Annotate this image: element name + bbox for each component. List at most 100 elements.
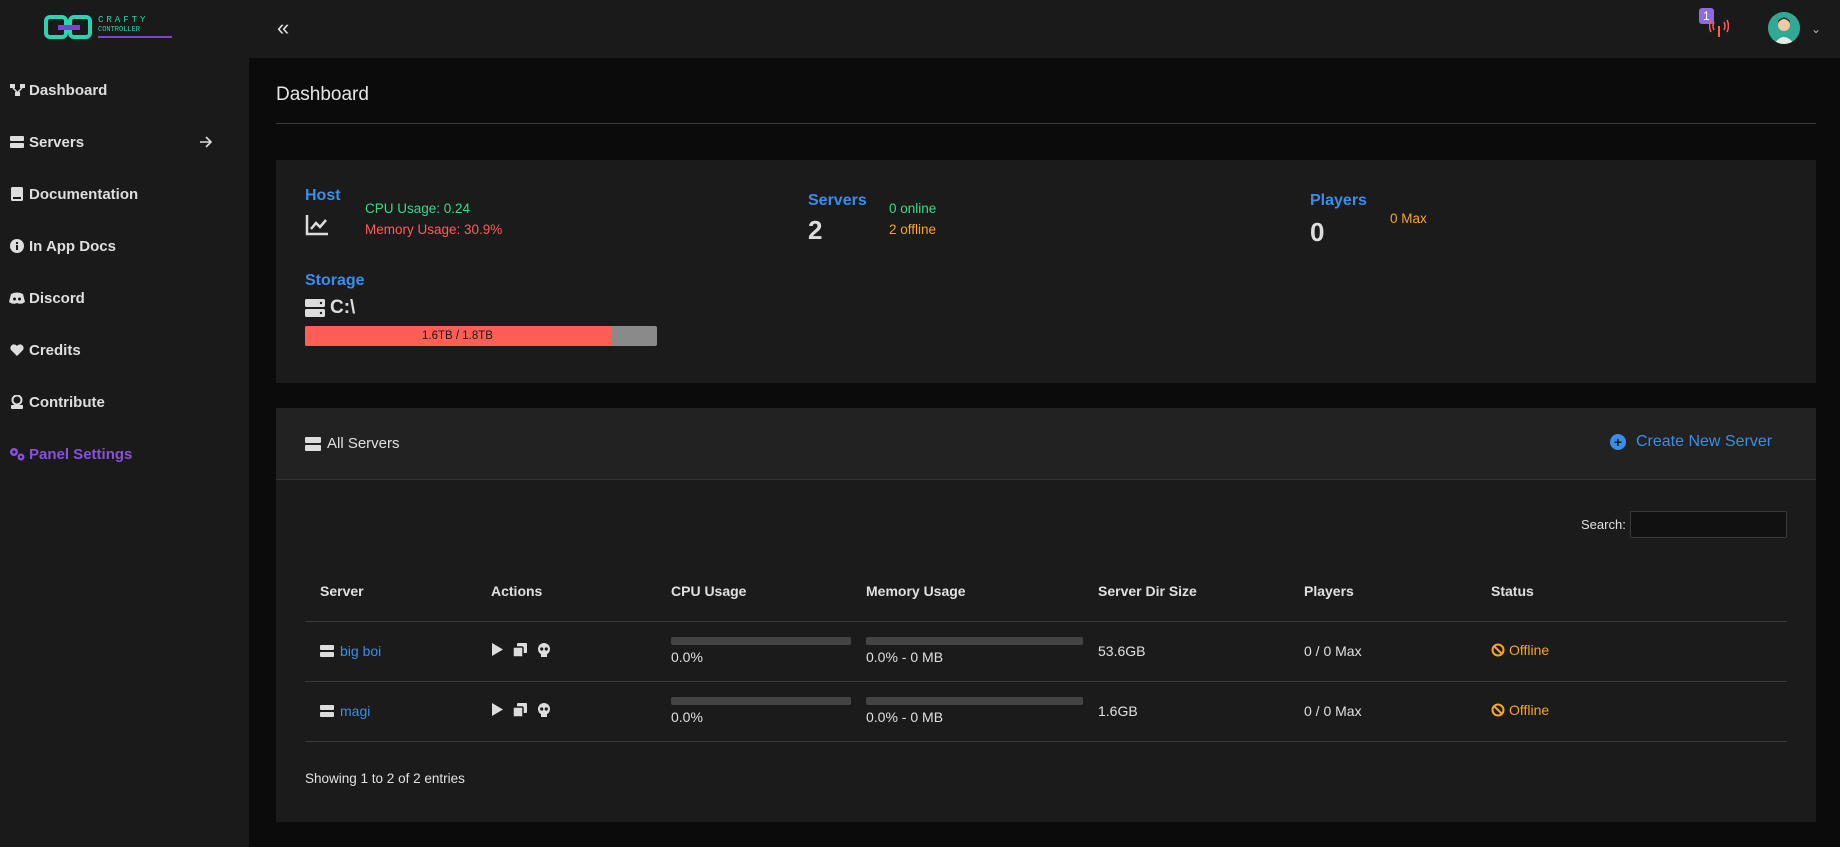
gears-icon — [9, 446, 25, 462]
cpu-usage-value: 0.0% — [671, 649, 703, 665]
discord-icon — [9, 290, 25, 306]
column-header-dir-size[interactable]: Server Dir Size — [1083, 561, 1289, 622]
server-icon — [305, 436, 321, 451]
sidebar-item-dashboard[interactable]: Dashboard — [0, 64, 249, 116]
host-cpu-usage: CPU Usage: 0.24 — [365, 201, 471, 216]
servers-offline: 2 offline — [889, 222, 937, 237]
cpu-usage-value: 0.0% — [671, 709, 703, 725]
table-row: magi 0.0% 0.0% - 0 MB — [305, 681, 1787, 742]
column-header-actions[interactable]: Actions — [476, 561, 656, 622]
sidebar-item-label: Servers — [29, 133, 85, 151]
sidebar-item-label: Documentation — [29, 185, 139, 203]
collapse-sidebar-button[interactable]: « — [277, 15, 290, 40]
dir-size-value: 1.6GB — [1083, 681, 1289, 742]
sidebar-item-label: Contribute — [29, 393, 105, 411]
clone-icon[interactable] — [513, 642, 527, 657]
memory-usage-value: 0.0% - 0 MB — [866, 649, 944, 665]
topbar: « 1 ⌄ — [249, 0, 1840, 58]
storage-title: Storage — [305, 272, 365, 289]
storage-usage-label: 1.6TB / 1.8TB — [422, 330, 493, 342]
user-avatar-icon — [1768, 12, 1800, 44]
sidebar: CRAFTY CONTROLLER Dashboard Servers Docu… — [0, 0, 249, 847]
chart-line-icon — [305, 215, 328, 236]
sidebar-item-label: Credits — [29, 341, 81, 359]
all-servers-title: All Servers — [327, 435, 400, 452]
storage-drive: C:\ — [330, 297, 356, 318]
search-input[interactable] — [1630, 511, 1787, 538]
status-text: Offline — [1509, 642, 1550, 658]
column-header-cpu[interactable]: CPU Usage — [656, 561, 851, 622]
crafty-logo-mark — [44, 15, 92, 39]
logo-underline — [98, 36, 172, 38]
contribute-icon — [9, 394, 25, 410]
page-title: Dashboard — [276, 84, 369, 105]
all-servers-card: All Servers + Create New Server Search: … — [276, 408, 1816, 822]
column-header-server[interactable]: Server — [305, 561, 476, 622]
servers-table: Server Actions CPU Usage Memory Usage Se… — [305, 561, 1787, 742]
column-header-memory[interactable]: Memory Usage — [851, 561, 1083, 622]
host-title: Host — [305, 187, 341, 204]
sidebar-item-label: Discord — [29, 289, 85, 307]
status-badge: Offline — [1491, 642, 1549, 658]
clone-icon[interactable] — [513, 702, 527, 717]
sidebar-item-in-app-docs[interactable]: In App Docs — [0, 220, 249, 272]
logo-text: CRAFTY CONTROLLER — [98, 16, 172, 38]
chevron-down-icon[interactable]: ⌄ — [1811, 22, 1822, 36]
players-title: Players — [1310, 192, 1367, 209]
create-new-server-label: Create New Server — [1636, 433, 1773, 450]
table-info: Showing 1 to 2 of 2 entries — [305, 771, 465, 786]
table-row: big boi 0.0% 0.0% - 0 MB — [305, 621, 1787, 682]
server-actions — [491, 642, 551, 657]
book-icon — [9, 186, 25, 202]
table-header-row: Server Actions CPU Usage Memory Usage Se… — [305, 561, 1787, 622]
logo-line1: CRAFTY — [98, 15, 149, 25]
column-header-players[interactable]: Players — [1289, 561, 1476, 622]
memory-progress-bar — [866, 637, 1083, 645]
server-name: magi — [340, 702, 371, 719]
logo-line2: CONTROLLER — [98, 26, 141, 34]
play-icon[interactable] — [491, 643, 503, 657]
all-servers-heading: All Servers — [305, 435, 400, 452]
info-icon — [9, 238, 25, 254]
players-max: 0 Max — [1390, 211, 1427, 226]
divider — [276, 123, 1816, 124]
memory-usage-value: 0.0% - 0 MB — [866, 709, 944, 725]
create-new-server-button[interactable]: + Create New Server — [1610, 433, 1772, 451]
status-text: Offline — [1509, 702, 1550, 718]
skull-icon[interactable] — [537, 702, 551, 717]
network-icon — [9, 82, 25, 98]
storage-progress-bar: 1.6TB / 1.8TB — [305, 326, 657, 346]
notification-button[interactable]: 1 — [1699, 8, 1733, 42]
column-header-status[interactable]: Status — [1476, 561, 1787, 622]
arrow-right-icon[interactable] — [197, 133, 215, 151]
ban-icon — [1491, 643, 1505, 657]
cpu-progress-bar — [671, 637, 851, 645]
sidebar-item-discord[interactable]: Discord — [0, 272, 249, 324]
sidebar-item-credits[interactable]: Credits — [0, 324, 249, 376]
host-memory-usage: Memory Usage: 30.9% — [365, 222, 503, 237]
sidebar-item-contribute[interactable]: Contribute — [0, 376, 249, 428]
sidebar-item-label: Panel Settings — [29, 445, 133, 463]
server-link[interactable]: big boi — [320, 643, 381, 659]
search-label: Search: — [1581, 517, 1626, 532]
play-icon[interactable] — [491, 703, 503, 717]
cpu-progress-bar — [671, 697, 851, 705]
card-header: All Servers + Create New Server — [276, 408, 1816, 480]
players-value: 0 / 0 Max — [1289, 681, 1476, 742]
sidebar-item-panel-settings[interactable]: Panel Settings — [0, 428, 249, 480]
sidebar-item-label: In App Docs — [29, 237, 116, 255]
storage-progress-fill — [305, 326, 611, 346]
sidebar-item-servers[interactable]: Servers — [0, 116, 249, 168]
heart-icon — [9, 342, 25, 358]
memory-progress-bar — [866, 697, 1083, 705]
server-link[interactable]: magi — [320, 703, 370, 719]
crafty-logo[interactable]: CRAFTY CONTROLLER — [44, 12, 184, 42]
avatar[interactable] — [1768, 12, 1800, 44]
server-actions — [491, 702, 551, 717]
skull-icon[interactable] — [537, 642, 551, 657]
broadcast-icon — [1709, 19, 1729, 37]
server-icon — [320, 704, 334, 717]
servers-count: 2 — [808, 215, 823, 245]
status-badge: Offline — [1491, 702, 1549, 718]
sidebar-item-documentation[interactable]: Documentation — [0, 168, 249, 220]
